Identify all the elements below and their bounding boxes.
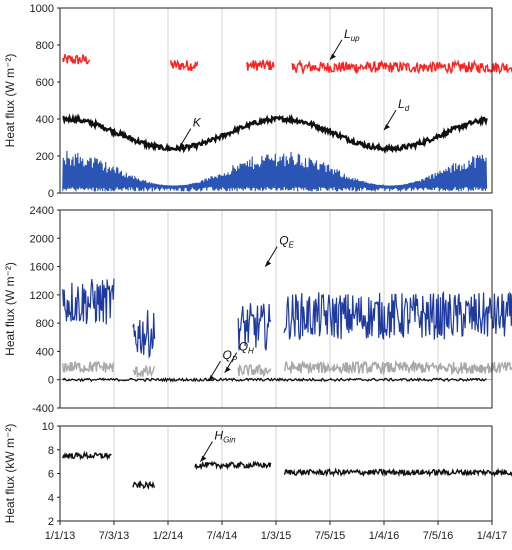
x-tick-label: 1/2/14 xyxy=(153,530,184,542)
annotation-label: QE xyxy=(279,234,294,250)
series-HGin-line xyxy=(62,450,112,461)
y-tick-label: -400 xyxy=(32,403,54,415)
y-axis-label: Heat flux (W m⁻²) xyxy=(3,262,17,356)
y-tick-label: 800 xyxy=(36,318,54,330)
x-tick-label: 1/3/15 xyxy=(261,530,292,542)
annotation-label: HGin xyxy=(214,429,236,445)
annotation-label: Ld xyxy=(398,97,410,113)
annotation-arrowhead xyxy=(208,375,215,382)
y-tick-label: 800 xyxy=(36,40,54,52)
series-Lup-line xyxy=(170,59,199,72)
y-tick-label: 2000 xyxy=(30,233,54,245)
x-tick-label: 1/4/16 xyxy=(369,530,400,542)
y-tick-label: 1000 xyxy=(30,3,54,15)
y-tick-label: 4 xyxy=(48,492,54,504)
y-tick-label: 10 xyxy=(42,421,54,433)
annotation-label: K xyxy=(193,116,202,130)
series-QH-line xyxy=(237,363,272,378)
series-QH-line xyxy=(284,359,512,376)
series-QE-line xyxy=(132,310,156,360)
x-tick-label: 1/1/13 xyxy=(45,530,76,542)
y-tick-label: 2 xyxy=(48,516,54,528)
y-tick-label: 400 xyxy=(36,346,54,358)
annotation-arrowhead xyxy=(224,366,231,373)
annotation-arrowhead xyxy=(200,455,207,462)
series-QE-line xyxy=(62,278,115,325)
x-tick-label: 7/4/14 xyxy=(207,530,238,542)
panel-frame xyxy=(59,7,493,194)
y-tick-label: 600 xyxy=(36,77,54,89)
y-tick-label: 8 xyxy=(48,445,54,457)
series-HGin-line xyxy=(194,460,272,471)
series-HGin-line xyxy=(132,479,156,490)
series-Lup-line xyxy=(245,58,275,71)
y-axis-label: Heat flux (W m⁻²) xyxy=(3,54,17,148)
y-tick-label: 2400 xyxy=(30,205,54,217)
y-tick-label: 200 xyxy=(36,151,54,163)
x-tick-label: 7/3/13 xyxy=(99,530,130,542)
series-HGin-line xyxy=(283,467,512,478)
annotation-arrowhead xyxy=(330,53,336,60)
series-K-line xyxy=(62,150,488,192)
series-Lup-line xyxy=(62,53,91,65)
x-tick-label: 1/4/17 xyxy=(477,530,508,542)
annotation-arrowhead xyxy=(178,142,185,149)
series-QH-line xyxy=(62,360,115,374)
panel-frame xyxy=(59,209,493,409)
series-QE-line xyxy=(283,290,512,340)
y-axis-label: Heat flux (kW m⁻²) xyxy=(3,424,17,524)
x-tick-label: 7/5/15 xyxy=(315,530,346,542)
y-tick-label: 6 xyxy=(48,469,54,481)
series-QP-line xyxy=(62,377,487,383)
annotation-label: QP xyxy=(223,348,238,364)
y-tick-label: 1200 xyxy=(30,290,54,302)
series-Lup-line xyxy=(291,59,512,76)
y-tick-label: 400 xyxy=(36,114,54,126)
annotation-arrowhead xyxy=(384,124,390,131)
annotation-label: QH xyxy=(239,340,254,356)
y-tick-label: 0 xyxy=(48,375,54,387)
y-tick-label: 1600 xyxy=(30,262,54,274)
annotation-arrowhead xyxy=(265,260,272,267)
x-tick-label: 7/5/16 xyxy=(423,530,454,542)
series-QE-line xyxy=(237,303,272,351)
y-tick-label: 0 xyxy=(48,188,54,200)
annotation-label: Lup xyxy=(344,27,360,43)
series-QH-line xyxy=(132,364,156,378)
series-Ld-line xyxy=(62,113,488,155)
